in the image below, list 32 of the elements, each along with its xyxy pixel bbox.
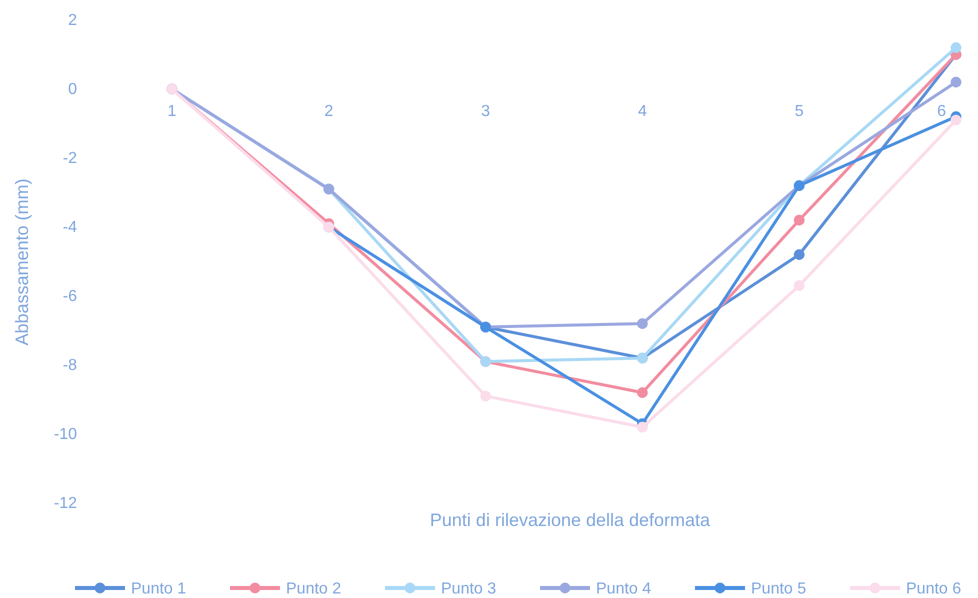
legend-label: Punto 2 [286, 580, 342, 598]
x-tick-label: 4 [638, 103, 647, 120]
x-tick-label: 5 [794, 103, 804, 120]
y-tick-label: -6 [62, 288, 78, 306]
y-tick-label: -12 [54, 495, 78, 512]
y-tick-label: -2 [62, 150, 78, 168]
point [950, 76, 962, 88]
point [950, 42, 962, 53]
point [794, 249, 805, 260]
point [637, 422, 648, 432]
y-tick-label: -8 [62, 357, 78, 374]
x-tick-label: 3 [481, 103, 490, 120]
point [637, 318, 648, 329]
point [794, 280, 805, 291]
x-axis-title: Punti di rilevazione della deformata [430, 510, 712, 530]
legend-label: Punto 1 [131, 580, 186, 598]
y-tick-label: -4 [62, 219, 78, 236]
x-tick-label: 1 [168, 103, 177, 120]
x-tick-label: 2 [324, 103, 334, 120]
point [480, 390, 491, 402]
point [794, 214, 805, 226]
point [637, 387, 648, 398]
y-axis-title: Abbassamento (mm) [12, 178, 32, 346]
y-tick-label: 2 [68, 12, 78, 30]
y-tick-label: 0 [68, 81, 78, 98]
x-tick-label: 6 [937, 103, 946, 120]
point [950, 114, 962, 126]
legend-label: Punto 6 [906, 580, 962, 598]
legend-label: Punto 3 [441, 580, 496, 598]
y-tick-label: -10 [54, 426, 78, 444]
legend-label: Punto 5 [751, 580, 806, 598]
legend-label: Punto 4 [596, 580, 652, 598]
